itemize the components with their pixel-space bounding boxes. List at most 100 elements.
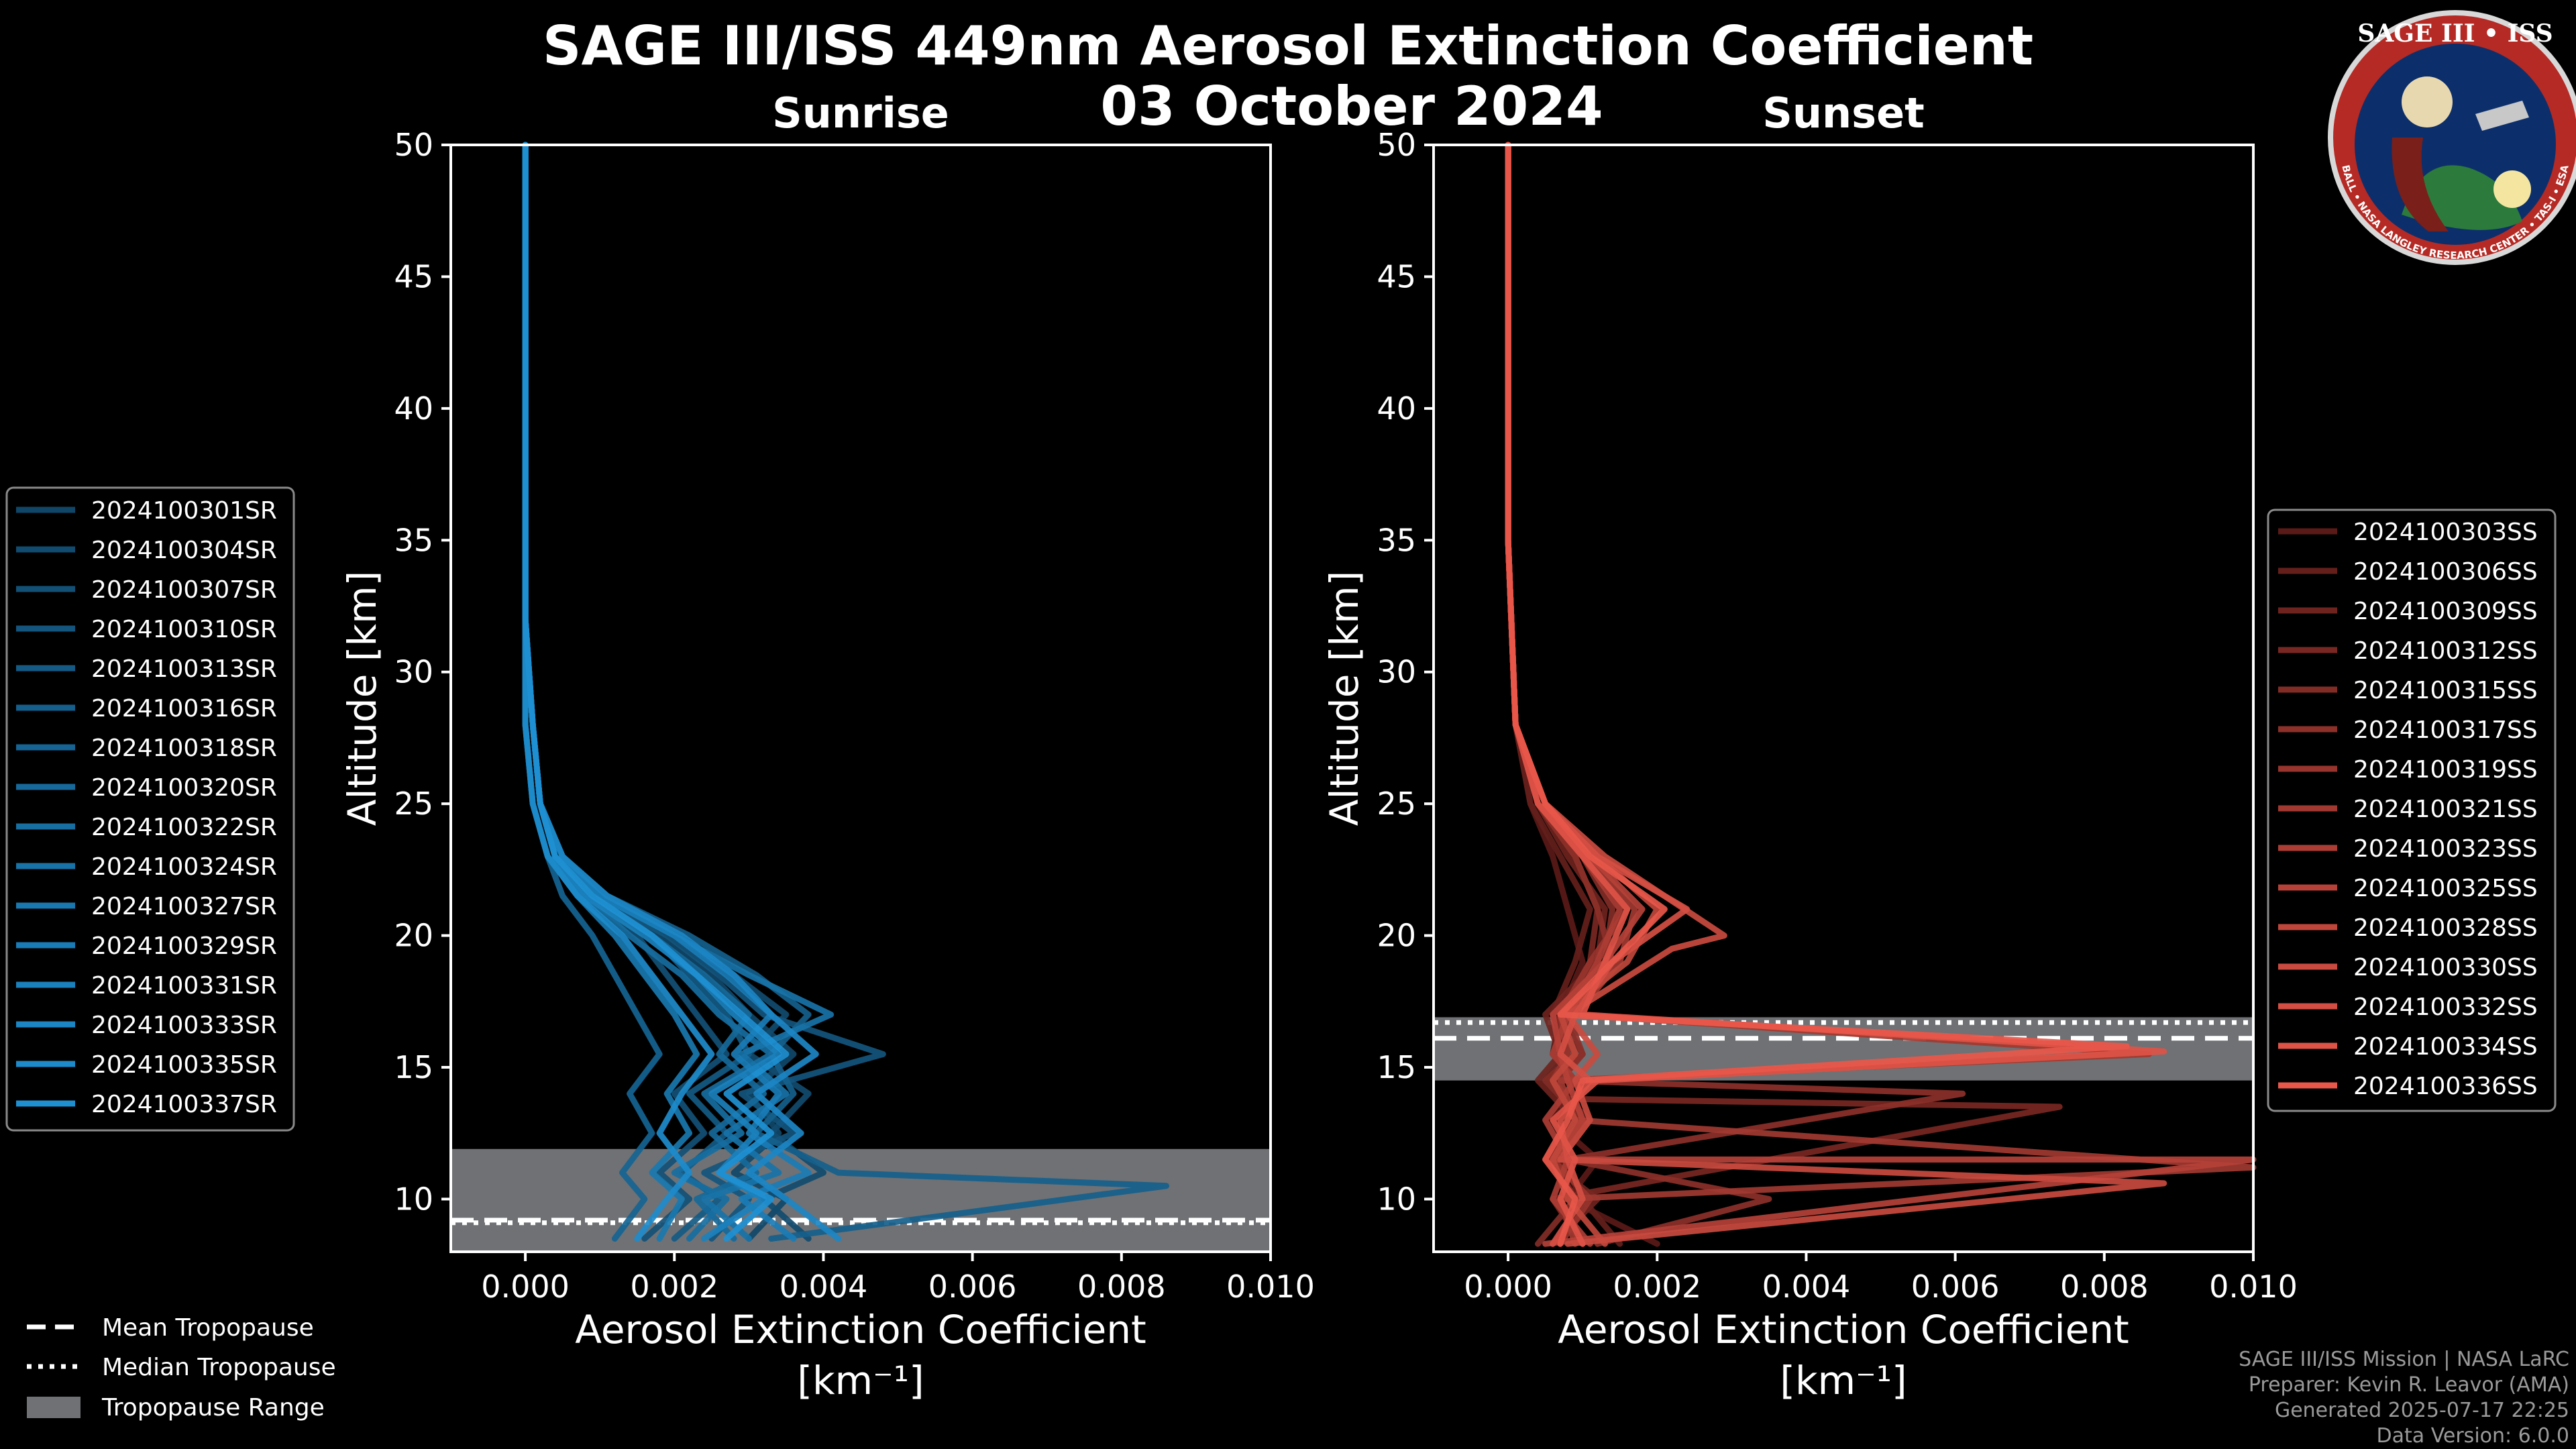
iss-icon <box>2475 101 2529 131</box>
sunset-y-tick-label: 35 <box>1377 522 1416 558</box>
sunrise-y-label: Altitude [km] <box>339 571 385 826</box>
median-tropopause-label: Median Tropopause <box>102 1354 336 1381</box>
sunrise-x-tick-label: 0.006 <box>928 1269 1017 1305</box>
sunset-legend-label: 2024100315SS <box>2353 677 2538 704</box>
sunset-x-label: Aerosol Extinction Coefficient <box>1558 1307 2129 1352</box>
credit-mission: SAGE III/ISS Mission | NASA LaRC <box>2239 1348 2569 1371</box>
sunset-legend-label: 2024100328SS <box>2353 914 2538 942</box>
sunset-y-tick-label: 45 <box>1377 258 1416 294</box>
credit-generated: Generated 2025-07-17 22:25 <box>2275 1399 2569 1422</box>
sunset-legend-label: 2024100323SS <box>2353 835 2538 863</box>
sunset-y-tick-label: 10 <box>1377 1181 1416 1217</box>
sunrise-x-label: Aerosol Extinction Coefficient <box>575 1307 1146 1352</box>
sunrise-x-tick-label: 0.004 <box>780 1269 868 1305</box>
sunrise-x-tick-label: 0.000 <box>481 1269 570 1305</box>
figure-title: SAGE III/ISS 449nm Aerosol Extinction Co… <box>543 15 2033 77</box>
sunrise-legend-box <box>5 486 295 1132</box>
sunrise-legend-entries: 2024100301SR 2024100304SR 2024100307SR 2024… <box>16 497 277 1118</box>
sunrise-legend: 2024100301SR 2024100304SR 2024100307SR 2024… <box>5 486 295 1132</box>
sunrise-panel: 0.000 0.002 0.004 0.006 0.008 0.010 10 15 20 25 3… <box>339 127 1315 1403</box>
robed-figure-icon <box>2392 138 2449 231</box>
sunrise-y-tick-label: 25 <box>394 786 433 822</box>
sunrise-plot-area <box>451 145 1271 1252</box>
sunrise-y-tick-label: 35 <box>394 522 433 558</box>
sunrise-legend-label: 2024100301SR <box>91 497 277 525</box>
sunrise-legend-label: 2024100304SR <box>91 537 277 564</box>
sunset-y-tick-label: 30 <box>1377 654 1416 690</box>
sunrise-x-tick-label: 0.002 <box>630 1269 718 1305</box>
sunrise-legend-label: 2024100331SR <box>91 972 277 1000</box>
sunrise-y-tick-label: 30 <box>394 654 433 690</box>
sunset-y-tick-label: 15 <box>1377 1049 1416 1085</box>
sunrise-legend-label: 2024100329SR <box>91 932 277 960</box>
sunset-legend-label: 2024100321SS <box>2353 796 2538 823</box>
sunset-legend-label: 2024100330SS <box>2353 954 2538 981</box>
sunset-y-tick-label: 25 <box>1377 786 1416 822</box>
sunset-y-tick-label: 20 <box>1377 918 1416 954</box>
sunrise-legend-label: 2024100316SR <box>91 695 277 722</box>
sunrise-y-tick-label: 10 <box>394 1181 433 1217</box>
sunset-y-label: Altitude [km] <box>1322 571 1367 826</box>
sunset-legend-label: 2024100336SS <box>2353 1073 2538 1100</box>
sunset-legend-box <box>2267 508 2557 1112</box>
sunrise-x-units: [km⁻¹] <box>797 1358 924 1403</box>
logo-title: SAGE III • ISS <box>2357 19 2553 48</box>
tropopause-legend: Mean Tropopause Median Tropopause Tropop… <box>27 1314 336 1421</box>
sunset-x-ticks: 0.000 0.002 0.004 0.006 0.008 0.010 <box>1464 1252 2298 1305</box>
sunset-x-tick-label: 0.008 <box>2060 1269 2149 1305</box>
sunrise-y-tick-label: 15 <box>394 1049 433 1085</box>
sunset-y-tick-label: 50 <box>1377 127 1416 163</box>
sunset-x-tick-label: 0.000 <box>1464 1269 1552 1305</box>
sunrise-subtitle: Sunrise <box>772 89 949 138</box>
sunset-legend-entries: 2024100303SS 2024100306SS 2024100309SS 2024… <box>2278 519 2538 1100</box>
sunrise-legend-label: 2024100313SR <box>91 655 277 683</box>
sunset-x-units: [km⁻¹] <box>1780 1358 1907 1403</box>
sunrise-x-tick-label: 0.008 <box>1077 1269 1166 1305</box>
sunset-legend-label: 2024100312SS <box>2353 637 2538 665</box>
sunrise-legend-label: 2024100324SR <box>91 853 277 881</box>
sunrise-y-tick-label: 40 <box>394 390 433 427</box>
sunset-y-ticks: 10 15 20 25 30 35 40 45 50 <box>1377 127 1434 1217</box>
sunset-x-tick-label: 0.010 <box>2209 1269 2298 1305</box>
moon-icon <box>2402 76 2453 127</box>
credit-preparer: Preparer: Kevin R. Leavor (AMA) <box>2249 1373 2569 1397</box>
sunrise-legend-label: 2024100335SR <box>91 1051 277 1079</box>
credit-data-version: Data Version: 6.0.0 <box>2377 1424 2569 1448</box>
sunset-panel: 0.000 0.002 0.004 0.006 0.008 0.010 10 15 20 25 3… <box>1322 127 2298 1403</box>
sunset-legend-label: 2024100309SS <box>2353 598 2538 625</box>
sunrise-tropopause-range <box>451 1148 1271 1252</box>
sunset-legend-label: 2024100319SS <box>2353 756 2538 784</box>
sunset-legend: 2024100303SS 2024100306SS 2024100309SS 2024… <box>2267 508 2557 1112</box>
sunrise-profile-line <box>522 142 715 1242</box>
sunrise-plot-frame <box>449 144 1272 1253</box>
tropopause-range-swatch <box>27 1397 80 1418</box>
sunset-legend-label: 2024100317SS <box>2353 716 2538 744</box>
sun-icon <box>2493 170 2531 208</box>
sunrise-legend-label: 2024100322SR <box>91 814 277 841</box>
sunrise-legend-label: 2024100320SR <box>91 774 277 802</box>
sunrise-legend-label: 2024100310SR <box>91 616 277 643</box>
sunset-plot-frame <box>1432 144 2255 1253</box>
sunset-legend-label: 2024100303SS <box>2353 519 2538 546</box>
sunrise-x-tick-label: 0.010 <box>1226 1269 1315 1305</box>
sunset-legend-label: 2024100334SS <box>2353 1033 2538 1061</box>
figure-date: 03 October 2024 <box>1100 75 1603 138</box>
sunrise-legend-label: 2024100337SR <box>91 1091 277 1118</box>
sunset-legend-label: 2024100306SS <box>2353 558 2538 586</box>
sunset-legend-label: 2024100332SS <box>2353 994 2538 1021</box>
sunrise-x-ticks: 0.000 0.002 0.004 0.006 0.008 0.010 <box>481 1252 1315 1305</box>
sunrise-legend-label: 2024100327SR <box>91 893 277 920</box>
sunset-profile-line <box>1505 142 2130 1247</box>
sunrise-profiles <box>522 142 1169 1242</box>
sunrise-y-tick-label: 45 <box>394 258 433 294</box>
sunset-x-tick-label: 0.006 <box>1911 1269 2000 1305</box>
sunrise-legend-label: 2024100318SR <box>91 735 277 762</box>
sunrise-legend-label: 2024100333SR <box>91 1012 277 1039</box>
credits: SAGE III/ISS Mission | NASA LaRC Prepare… <box>2239 1348 2569 1448</box>
mean-tropopause-label: Mean Tropopause <box>102 1314 314 1342</box>
sunset-y-tick-label: 40 <box>1377 390 1416 427</box>
sunset-x-tick-label: 0.002 <box>1613 1269 1701 1305</box>
sunrise-y-tick-label: 20 <box>394 918 433 954</box>
sage-iii-iss-logo: SAGE III • ISS BALL • NASA LANGLEY RESEA… <box>2328 10 2576 265</box>
